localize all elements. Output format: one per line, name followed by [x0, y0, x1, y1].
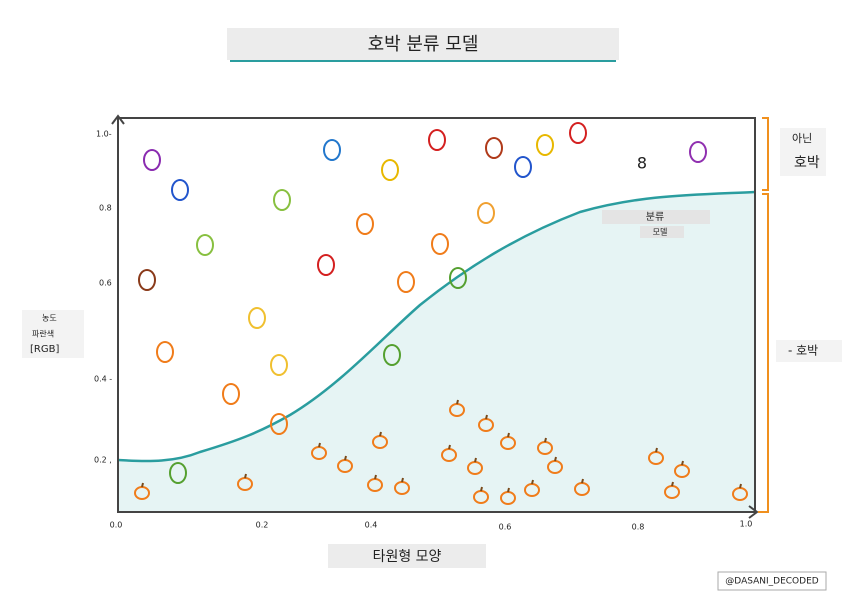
produce-icon	[143, 149, 161, 171]
pumpkin-stem	[544, 437, 547, 443]
y-tick-label: 0.8	[99, 204, 112, 213]
produce-icon	[514, 156, 532, 178]
pumpkin-stem	[456, 399, 459, 405]
x-tick-label: 0.2	[256, 521, 269, 530]
pumpkin-stem	[554, 456, 557, 462]
produce-icon	[196, 234, 214, 256]
bracket	[762, 117, 769, 191]
x-axis-label: 타원형 모양	[373, 549, 442, 565]
region-label-box	[780, 128, 826, 176]
plot-frame	[117, 117, 756, 513]
produce-icon	[273, 189, 291, 211]
pumpkin-stem	[244, 473, 247, 479]
y-tick-label: 0.2 ,	[94, 456, 112, 465]
title: 호박 분류 모델	[368, 34, 479, 55]
x-label-box	[328, 544, 486, 568]
pumpkin-stem	[448, 444, 451, 450]
title-box	[227, 28, 619, 60]
pumpkin-stem	[531, 479, 534, 485]
x-tick-label: 1.0	[740, 520, 753, 529]
produce-icon	[428, 129, 446, 151]
produce-icon	[381, 159, 399, 181]
model-label-box	[602, 210, 710, 224]
produce-icon	[222, 383, 240, 405]
credit: @DASANI_DECODED	[725, 577, 818, 587]
pumpkin-stem	[507, 487, 510, 493]
pumpkin-stem	[485, 414, 488, 420]
pumpkin-stem	[739, 483, 742, 489]
produce-icon	[323, 139, 341, 161]
pumpkin-stem	[141, 482, 144, 488]
pumpkin-stem	[581, 478, 584, 484]
pumpkin-region	[118, 192, 755, 512]
y-tick-label: 1.0-	[96, 130, 112, 139]
region-label: - 호박	[788, 344, 818, 358]
model-label-box	[640, 226, 684, 238]
x-arrow	[748, 505, 759, 519]
y-arrow	[111, 114, 125, 125]
produce-icon	[156, 341, 174, 363]
y-tick-label: 0.4 -	[94, 375, 112, 384]
produce-icon	[270, 413, 288, 435]
model-label: 분류	[646, 211, 664, 223]
model-label: 모델	[653, 228, 668, 237]
pumpkin-stem	[401, 477, 404, 483]
pumpkin-stem	[379, 431, 382, 437]
pumpkin-stem	[480, 486, 483, 492]
y-axis-label: 농도	[42, 314, 57, 323]
icons	[134, 122, 748, 505]
produce-icon	[270, 354, 288, 376]
x-tick-label: 0.4	[365, 521, 378, 530]
y-tick-label: 0.6	[99, 279, 112, 288]
bracket	[758, 193, 769, 513]
x-tick-label: 0.8	[632, 523, 645, 532]
pumpkin-stem	[671, 481, 674, 487]
produce-icon	[317, 254, 335, 276]
produce-icon	[248, 307, 266, 329]
y-axis-label: 파란색	[32, 329, 54, 339]
region-label: 호박	[794, 155, 820, 171]
produce-icon	[449, 267, 467, 289]
pumpkin-stem	[474, 457, 477, 463]
produce-icon	[431, 233, 449, 255]
pumpkin-stem	[374, 474, 377, 480]
produce-icon	[569, 122, 587, 144]
produce-icon	[171, 179, 189, 201]
produce-icon	[485, 137, 503, 159]
y-label-box	[22, 310, 84, 358]
pumpkin-stem	[344, 455, 347, 461]
x-tick-label: 0.6	[499, 523, 512, 532]
decision-boundary	[117, 190, 756, 463]
produce-icon	[397, 271, 415, 293]
region-label-box	[776, 340, 842, 362]
produce-icon	[689, 141, 707, 163]
produce-icon	[169, 462, 187, 484]
x-tick-label: 0.0	[110, 521, 123, 530]
produce-icon	[383, 344, 401, 366]
y-axis-label: [RGB]	[30, 344, 59, 355]
produce-icon	[356, 213, 374, 235]
pumpkin-stem	[655, 447, 658, 453]
credit-box	[717, 571, 827, 591]
pumpkin-stem	[681, 460, 684, 466]
pumpkin-stem	[318, 442, 321, 448]
region-label: 아닌	[792, 132, 812, 145]
produce-icon	[536, 134, 554, 156]
produce-icon	[138, 269, 156, 291]
pumpkin-stem	[507, 432, 510, 438]
produce-icon	[477, 202, 495, 224]
glyph: 8	[637, 154, 647, 173]
